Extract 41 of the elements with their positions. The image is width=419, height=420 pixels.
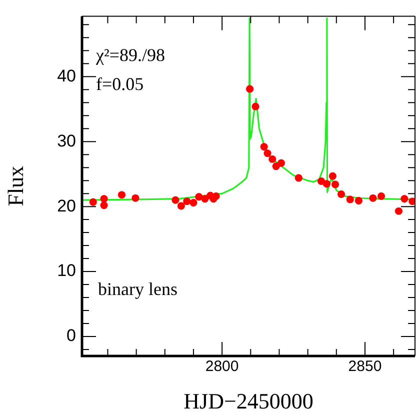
point [89, 198, 97, 206]
x-axis-title: HJD−2450000 [184, 388, 314, 414]
y-tick-label: 20 [57, 196, 76, 216]
y-tick-label: 0 [66, 326, 76, 346]
point [183, 198, 191, 206]
point [190, 198, 198, 206]
point [100, 194, 108, 203]
point [354, 196, 362, 205]
point [408, 198, 415, 206]
point [195, 193, 203, 201]
point [277, 159, 286, 167]
point [337, 190, 346, 198]
x-tick-label: 2800 [205, 358, 239, 376]
point [132, 194, 140, 202]
y-tick-label: 40 [57, 66, 76, 86]
annotation: χ²=89./98 [95, 45, 166, 66]
point [294, 174, 302, 182]
x-tick-label: 2850 [348, 358, 382, 376]
point [246, 85, 254, 93]
point [394, 207, 403, 215]
point [328, 172, 336, 180]
point [322, 180, 330, 188]
point [100, 201, 108, 210]
y-tick-label: 30 [57, 131, 76, 150]
point [346, 196, 354, 204]
point [252, 102, 260, 110]
y-tick-label: 10 [57, 261, 76, 280]
point [400, 194, 408, 203]
point [118, 191, 126, 199]
annotation: binary lens [98, 279, 178, 300]
point [201, 194, 209, 203]
y-axis-title: Flux [2, 166, 28, 206]
point [331, 180, 340, 188]
point [377, 192, 386, 200]
point [172, 196, 180, 204]
point [369, 194, 377, 202]
point [177, 202, 185, 210]
annotation: f=0.05 [96, 74, 144, 94]
point [264, 149, 272, 158]
point [260, 142, 268, 151]
point [268, 155, 276, 163]
